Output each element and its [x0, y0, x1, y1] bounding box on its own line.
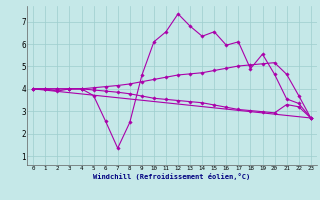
X-axis label: Windchill (Refroidissement éolien,°C): Windchill (Refroidissement éolien,°C) — [93, 173, 251, 180]
